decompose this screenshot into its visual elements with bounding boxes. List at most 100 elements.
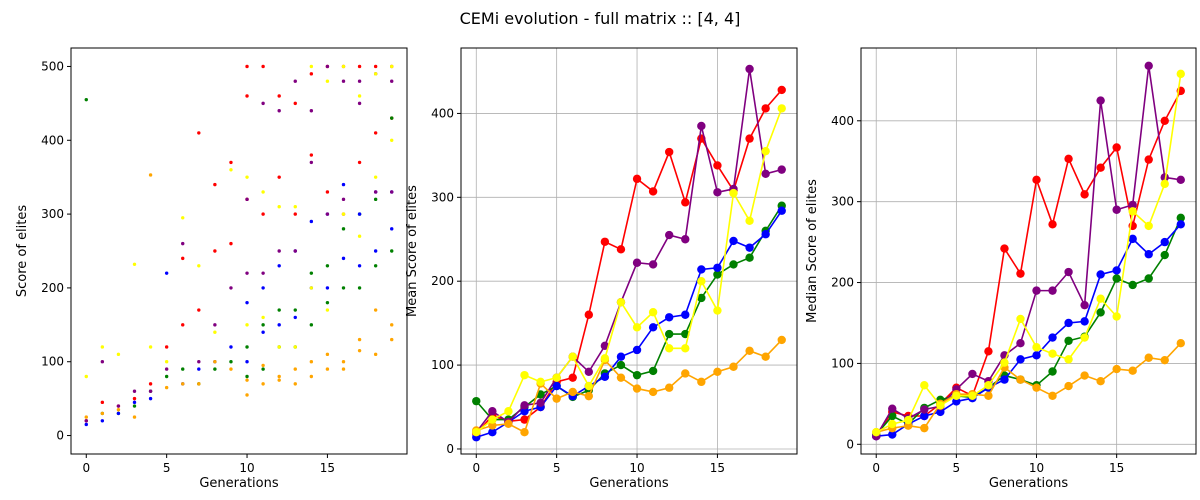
series-marker	[761, 169, 770, 179]
line-series-purple	[872, 61, 1185, 441]
scatter-point	[116, 411, 121, 416]
series-marker	[1064, 318, 1073, 328]
series-marker	[536, 398, 545, 408]
scatter-point	[293, 345, 297, 349]
scatter-point	[293, 205, 297, 209]
series-marker	[552, 373, 561, 382]
scatter-point	[390, 249, 394, 253]
series-marker	[632, 174, 642, 184]
scatter-point	[390, 323, 394, 327]
scatter-point	[390, 190, 394, 194]
series-marker	[1032, 383, 1041, 392]
scatter-point	[245, 300, 249, 305]
series-marker	[1128, 200, 1137, 210]
series-marker	[697, 293, 706, 303]
scatter-point	[309, 286, 314, 290]
scatter-point	[309, 374, 314, 379]
scatter-point	[164, 360, 169, 364]
scatter-point	[341, 360, 346, 364]
series-marker	[1144, 155, 1153, 164]
series-marker	[1096, 163, 1105, 172]
series-marker	[488, 407, 497, 416]
x-tick-label: 5	[553, 461, 561, 475]
scatter-point	[197, 308, 201, 312]
scatter-point	[245, 360, 249, 364]
scatter-point	[325, 300, 330, 305]
series-marker	[1144, 274, 1153, 283]
series-marker	[568, 352, 577, 361]
scatter-series-orange	[84, 173, 394, 419]
scatter-point	[245, 374, 249, 379]
scatter-point	[277, 249, 281, 253]
scatter-point	[357, 94, 362, 98]
series-marker	[584, 391, 594, 401]
series-marker	[1160, 179, 1169, 189]
scatter-series-purple	[84, 64, 394, 423]
y-axis-label: Mean Score of elites	[405, 185, 420, 317]
scatter-panel: 0 5 10 15 0 100 200 300 400 500 Generations Score o…	[15, 47, 408, 491]
series-marker	[632, 345, 642, 355]
scatter-point	[373, 197, 378, 202]
scatter-point	[245, 345, 249, 349]
series-marker	[1048, 220, 1057, 229]
scatter-point	[341, 64, 346, 69]
line-series-yellow	[872, 69, 1185, 437]
scatter-point	[261, 323, 265, 327]
series-marker	[536, 377, 545, 387]
series-marker	[1176, 338, 1185, 348]
series-marker	[745, 346, 754, 356]
series-marker	[904, 415, 913, 425]
series-marker	[1096, 270, 1105, 279]
scatter-point	[277, 109, 281, 113]
scatter-series-yellow	[84, 64, 394, 379]
scatter-point	[181, 367, 185, 371]
series-marker	[888, 430, 897, 439]
series-marker	[1048, 333, 1057, 342]
y-tick-label: 300	[41, 207, 64, 221]
series-marker	[1048, 349, 1057, 358]
x-tick-label: 0	[472, 461, 480, 475]
scatter-point	[309, 160, 314, 165]
scatter-point	[373, 190, 378, 194]
scatter-point	[390, 79, 394, 83]
x-tick-label: 0	[872, 461, 880, 475]
x-tick-label: 15	[320, 461, 335, 475]
scatter-point	[373, 352, 378, 357]
series-marker	[632, 258, 642, 267]
x-tick-label: 10	[1029, 461, 1044, 475]
series-marker	[552, 381, 561, 391]
scatter-point	[325, 352, 330, 357]
mean-score-panel: 0 5 10 15 0 100 200 300 400 Generations Mean Score…	[405, 47, 798, 491]
scatter-point	[325, 190, 330, 194]
series-marker	[888, 419, 897, 429]
series-marker	[664, 329, 674, 339]
series-marker	[504, 407, 513, 416]
series-marker	[1160, 173, 1169, 182]
series-marker	[504, 419, 513, 429]
series-marker	[632, 323, 642, 332]
scatter-point	[293, 367, 297, 371]
series-marker	[1112, 143, 1121, 152]
series-marker	[1144, 250, 1153, 259]
scatter-point	[148, 396, 153, 401]
series-marker	[520, 370, 529, 380]
series-marker	[520, 407, 529, 416]
series-marker	[584, 367, 594, 376]
scatter-point	[293, 315, 297, 320]
scatter-point	[229, 367, 233, 371]
scatter-point	[357, 348, 362, 353]
series-marker	[1096, 294, 1105, 303]
series-marker	[1128, 366, 1137, 375]
scatter-point	[229, 241, 233, 246]
scatter-point	[245, 323, 249, 327]
scatter-point	[181, 216, 185, 220]
series-marker	[1128, 207, 1137, 216]
series-marker	[488, 421, 497, 430]
scatter-point	[293, 79, 297, 83]
scatter-point	[84, 415, 88, 419]
series-marker	[761, 352, 770, 361]
scatter-point	[325, 264, 330, 268]
series-marker	[552, 394, 561, 403]
series-marker	[713, 367, 722, 376]
scatter-point	[261, 382, 265, 386]
